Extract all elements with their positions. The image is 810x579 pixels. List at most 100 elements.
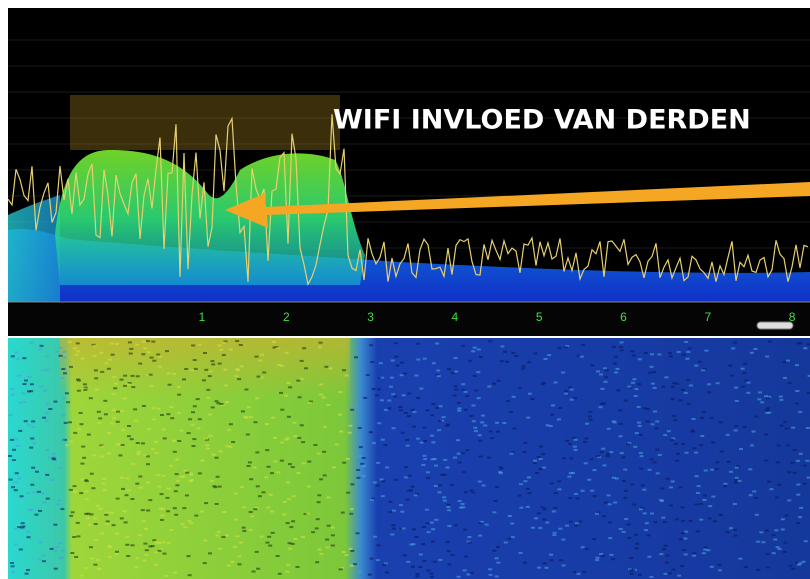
speckle bbox=[256, 375, 261, 378]
speckle bbox=[478, 522, 483, 525]
speckle bbox=[115, 443, 120, 446]
speckle bbox=[790, 461, 795, 464]
speckle bbox=[259, 376, 264, 379]
speckle bbox=[782, 550, 787, 553]
speckle bbox=[350, 408, 355, 411]
speckle bbox=[157, 549, 162, 552]
speckle bbox=[551, 404, 555, 407]
speckle bbox=[684, 451, 689, 454]
speckle bbox=[471, 404, 476, 407]
speckle bbox=[135, 557, 140, 560]
speckle bbox=[45, 368, 50, 371]
speckle bbox=[131, 462, 136, 465]
speckle bbox=[270, 472, 274, 475]
speckle bbox=[27, 508, 32, 511]
speckle bbox=[634, 533, 638, 536]
speckle bbox=[573, 449, 578, 451]
speckle bbox=[84, 512, 89, 515]
speckle bbox=[105, 520, 110, 523]
speckle bbox=[218, 450, 223, 453]
speckle bbox=[111, 408, 116, 411]
speckle bbox=[505, 360, 510, 363]
speckle bbox=[463, 491, 468, 494]
speckle bbox=[574, 522, 579, 525]
speckle bbox=[799, 506, 804, 509]
speckle bbox=[369, 498, 374, 501]
speckle bbox=[387, 407, 392, 410]
speckle bbox=[794, 402, 799, 405]
speckle bbox=[538, 458, 543, 460]
speckle bbox=[779, 424, 784, 427]
speckle bbox=[204, 437, 208, 440]
speckle bbox=[227, 429, 232, 432]
speckle bbox=[630, 381, 635, 384]
speckle bbox=[525, 487, 530, 490]
speckle bbox=[10, 355, 15, 358]
speckle bbox=[315, 518, 320, 521]
speckle bbox=[291, 520, 296, 523]
speckle bbox=[587, 415, 592, 418]
speckle bbox=[595, 556, 600, 559]
channel-label: 8 bbox=[789, 310, 796, 324]
scroll-handle[interactable] bbox=[756, 321, 794, 330]
speckle bbox=[540, 506, 545, 509]
speckle bbox=[210, 406, 215, 409]
speckle bbox=[255, 485, 260, 488]
speckle bbox=[368, 431, 373, 434]
speckle bbox=[671, 568, 676, 571]
speckle bbox=[707, 517, 712, 520]
channel-label: 3 bbox=[367, 310, 374, 324]
speckle bbox=[709, 416, 714, 419]
speckle bbox=[765, 407, 770, 410]
speckle bbox=[53, 549, 58, 552]
speckle bbox=[196, 427, 201, 430]
speckle bbox=[613, 355, 618, 358]
speckle bbox=[407, 474, 412, 477]
speckle bbox=[314, 527, 319, 530]
speckle bbox=[652, 371, 657, 374]
speckle bbox=[677, 574, 682, 577]
speckle bbox=[514, 355, 519, 357]
speckle bbox=[109, 511, 114, 514]
speckle bbox=[685, 357, 690, 360]
speckle bbox=[165, 350, 169, 353]
speckle bbox=[290, 466, 295, 469]
speckle bbox=[655, 448, 660, 451]
speckle bbox=[365, 374, 370, 376]
speckle bbox=[606, 427, 611, 430]
speckle bbox=[734, 386, 739, 389]
speckle bbox=[418, 553, 423, 556]
speckle bbox=[187, 574, 192, 577]
speckle bbox=[17, 526, 22, 529]
speckle bbox=[63, 421, 68, 424]
speckle bbox=[646, 408, 650, 411]
speckle bbox=[415, 342, 420, 345]
speckle bbox=[202, 562, 207, 565]
speckle bbox=[699, 518, 704, 521]
speckle bbox=[217, 362, 222, 365]
speckle bbox=[584, 548, 589, 550]
speckle bbox=[680, 506, 685, 509]
speckle bbox=[414, 374, 419, 377]
speckle bbox=[686, 350, 691, 353]
speckle bbox=[734, 425, 739, 427]
speckle bbox=[344, 374, 349, 377]
speckle bbox=[703, 469, 708, 472]
speckle bbox=[607, 521, 612, 524]
speckle bbox=[650, 512, 655, 515]
speckle bbox=[711, 495, 716, 498]
speckle bbox=[734, 476, 739, 479]
speckle bbox=[213, 486, 218, 489]
speckle bbox=[27, 375, 32, 378]
speckle bbox=[276, 364, 281, 366]
speckle bbox=[419, 387, 424, 390]
speckle bbox=[580, 546, 585, 549]
speckle bbox=[488, 568, 493, 571]
speckle bbox=[114, 553, 119, 556]
speckle bbox=[225, 401, 229, 404]
speckle bbox=[668, 355, 673, 358]
waterfall-speckle bbox=[8, 340, 810, 578]
speckle bbox=[484, 523, 489, 526]
speckle bbox=[145, 455, 150, 458]
speckle bbox=[296, 379, 301, 382]
